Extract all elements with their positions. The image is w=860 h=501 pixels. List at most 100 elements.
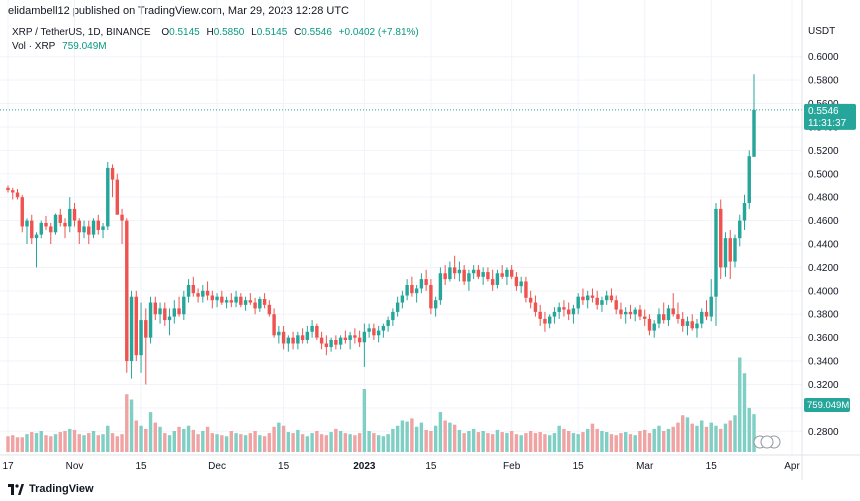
candle-body xyxy=(719,208,723,268)
volume-bar xyxy=(438,412,443,452)
candle-body xyxy=(395,302,400,312)
candle xyxy=(571,304,576,324)
volume-bar xyxy=(609,434,614,452)
candle-body xyxy=(353,335,357,338)
volume-bar xyxy=(666,428,671,452)
candle xyxy=(533,295,538,317)
time-tick-label: 17 xyxy=(2,461,14,472)
candle-body xyxy=(201,290,205,297)
price-tick-label: 0.4200 xyxy=(808,263,839,274)
price-tick-label: 0.4400 xyxy=(808,240,839,251)
candle xyxy=(158,302,162,324)
candle xyxy=(272,308,276,338)
volume-bar xyxy=(614,435,618,452)
volume-bar xyxy=(462,433,466,452)
candle xyxy=(267,300,272,317)
candle-body xyxy=(652,323,656,331)
candle-body xyxy=(305,331,310,340)
volume-bar xyxy=(191,429,196,452)
volume-bar xyxy=(44,435,48,452)
brand-footer[interactable]: TradingView xyxy=(8,481,94,497)
volume-bar xyxy=(286,432,291,452)
volume-bar xyxy=(595,428,599,452)
candle-body xyxy=(562,307,566,310)
candle-body xyxy=(338,337,343,345)
candle-body xyxy=(372,328,376,336)
candle-body xyxy=(590,295,595,298)
candle-body xyxy=(205,290,210,296)
candle-body xyxy=(709,296,713,317)
volume-bar xyxy=(134,420,139,452)
volume-bar xyxy=(514,434,519,452)
volume-bar xyxy=(604,432,609,452)
candle xyxy=(595,290,599,310)
candle-body xyxy=(600,300,604,305)
candle xyxy=(719,199,723,280)
volume-label[interactable]: Vol · XRP xyxy=(12,41,56,52)
candle xyxy=(690,314,694,331)
countdown-text: 11:31:37 xyxy=(808,118,847,129)
candle xyxy=(139,302,143,373)
candle xyxy=(153,296,158,321)
price-tick-label: 0.4800 xyxy=(808,193,839,204)
series-legend: XRP / TetherUS, 1D, BINANCE O0.5145 H0.5… xyxy=(12,26,419,54)
candle-body xyxy=(58,214,62,223)
candle-body xyxy=(239,296,243,305)
candle xyxy=(248,293,253,305)
candle xyxy=(614,295,618,315)
candle-body xyxy=(315,325,319,338)
volume-bar xyxy=(676,422,680,452)
candle-body xyxy=(723,238,728,268)
candle-body xyxy=(429,284,433,309)
change-value: +0.0402 (+7.81%) xyxy=(338,27,419,38)
candle xyxy=(443,265,447,285)
candle xyxy=(34,232,39,268)
candle-body xyxy=(557,307,561,312)
candle xyxy=(134,290,139,362)
price-chart[interactable]: 0.28000.30000.32000.34000.36000.38000.40… xyxy=(0,0,860,480)
volume-bar xyxy=(253,431,257,452)
volume-bar xyxy=(305,436,310,452)
price-tick-label: 0.3400 xyxy=(808,357,839,368)
volume-bar xyxy=(581,432,585,452)
time-tick-label: 15 xyxy=(573,461,585,472)
candle xyxy=(253,297,257,315)
candle xyxy=(448,261,452,282)
candle-body xyxy=(376,330,381,336)
candle-body xyxy=(224,300,229,303)
candle-body xyxy=(139,320,143,356)
candle xyxy=(671,293,675,317)
candle-body xyxy=(77,220,81,233)
volume-bar xyxy=(467,431,471,452)
candle xyxy=(72,203,77,227)
volume-bar xyxy=(524,433,528,452)
volume-bar xyxy=(172,431,177,452)
candle-body xyxy=(53,214,58,233)
candle xyxy=(315,323,319,340)
candle-body xyxy=(604,295,609,301)
volume-bar xyxy=(148,412,153,452)
candle-body xyxy=(134,296,139,356)
candle-body xyxy=(419,279,424,289)
candle xyxy=(405,279,409,301)
candle-body xyxy=(476,269,481,277)
time-axis[interactable]: 17 Nov 15 Dec 15 2023 15 Feb 15 Mar 15 Apr xyxy=(2,461,800,472)
time-tick-label: Apr xyxy=(784,461,800,472)
candle-body xyxy=(63,222,67,227)
volume-bar xyxy=(210,433,215,452)
candle-body xyxy=(414,288,419,294)
event-flag-icon[interactable] xyxy=(760,435,774,449)
candle xyxy=(11,187,15,200)
symbol-name[interactable]: XRP / TetherUS, 1D, BINANCE xyxy=(12,27,151,38)
close-value: 0.5546 xyxy=(301,27,332,38)
candle xyxy=(53,213,58,235)
volume-bar xyxy=(87,433,91,452)
event-markers[interactable] xyxy=(753,435,781,449)
volume-bar xyxy=(220,435,224,452)
candle-body xyxy=(566,309,571,315)
volume-bar xyxy=(486,433,490,452)
volume-bar xyxy=(362,389,367,452)
candle xyxy=(638,304,642,321)
tradingview-logo-icon xyxy=(8,483,24,495)
volume-bar xyxy=(77,434,81,452)
